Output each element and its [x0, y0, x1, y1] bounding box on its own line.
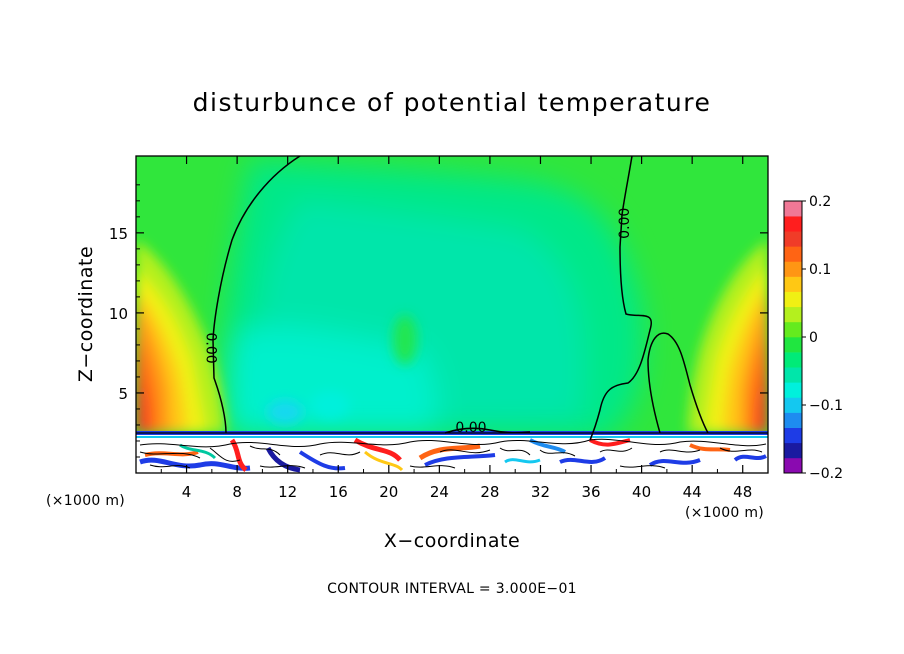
y-axis-label: Z−coordinate [75, 246, 97, 382]
x-axis-ticks: 4 8 12 16 20 24 28 32 36 40 44 48 [160, 156, 752, 501]
colorbar-swatch [784, 397, 802, 413]
colorbar-swatch [784, 367, 802, 383]
x-tick-label: 44 [683, 483, 702, 501]
colorbar-swatch [784, 352, 802, 368]
x-tick-label: 28 [480, 483, 499, 501]
zero-contour-right-upper [589, 156, 653, 441]
x-tick-label: 36 [581, 483, 600, 501]
colorbar-swatch [784, 457, 802, 474]
x-tick-label: 40 [632, 483, 651, 501]
x-tick-label: 16 [329, 483, 348, 501]
colorbar-swatch [784, 246, 802, 262]
contour-interval-label: CONTOUR INTERVAL = 3.000E−01 [327, 581, 577, 597]
contour-label: 0.00 [455, 420, 486, 436]
colorbar-swatch [784, 291, 802, 308]
field-cyan-spots [267, 315, 417, 424]
chart-title: disturbunce of potential temperature [193, 88, 712, 117]
x-tick-label: 12 [278, 483, 297, 501]
contour-label: 0.00 [203, 333, 219, 364]
x-tick-label: 4 [182, 483, 192, 501]
colorbar-swatch [784, 276, 802, 292]
colorbar-swatch [784, 412, 802, 428]
colorbar-tick-label: −0.1 [809, 398, 843, 414]
zero-contour-left [212, 156, 301, 434]
field-negative-region [222, 160, 644, 440]
colorbar-swatch [784, 337, 802, 353]
colorbar-swatch [784, 321, 802, 338]
zero-contours [212, 156, 709, 441]
x-unit-right: (×1000 m) [685, 505, 764, 521]
colorbar-tick-label: 0.1 [809, 262, 831, 278]
x-tick-label: 8 [232, 483, 242, 501]
colorbar-swatch [784, 231, 802, 247]
colorbar: 0.2 0.1 0 −0.1 −0.2 [783, 194, 843, 482]
colorbar-swatch [784, 442, 802, 459]
contour-labels: 0.00 0.00 0.00 [203, 208, 634, 437]
y-tick-label: 15 [109, 225, 128, 243]
field-boundary-layer [136, 431, 768, 473]
colorbar-swatch [784, 261, 802, 277]
colorbar-swatch [784, 382, 802, 398]
x-tick-label: 32 [531, 483, 550, 501]
colorbar-swatch [784, 306, 802, 323]
colorbar-swatch [784, 216, 802, 232]
contour-field [136, 156, 768, 473]
field-positive-right [688, 240, 768, 433]
colorbar-swatch [784, 427, 802, 444]
x-tick-label: 20 [379, 483, 398, 501]
field-positive-left [136, 240, 225, 433]
x-tick-label: 24 [430, 483, 449, 501]
x-tick-label: 48 [733, 483, 752, 501]
zero-contour-right-lower [647, 332, 709, 434]
zero-contour-bottom [444, 427, 531, 434]
x-axis-label: X−coordinate [384, 530, 520, 552]
colorbar-tick-label: 0 [809, 330, 818, 346]
colorbar-tick-label: −0.2 [809, 466, 843, 482]
plot-frame [135, 155, 769, 474]
y-tick-label: 10 [109, 305, 128, 323]
colorbar-tick-label: 0.2 [809, 194, 831, 210]
y-axis-ticks: 5 10 15 [109, 184, 768, 458]
contour-label: 0.00 [617, 208, 633, 239]
y-tick-label: 5 [118, 385, 128, 403]
x-unit-left: (×1000 m) [46, 493, 125, 509]
colorbar-swatch [784, 201, 802, 217]
